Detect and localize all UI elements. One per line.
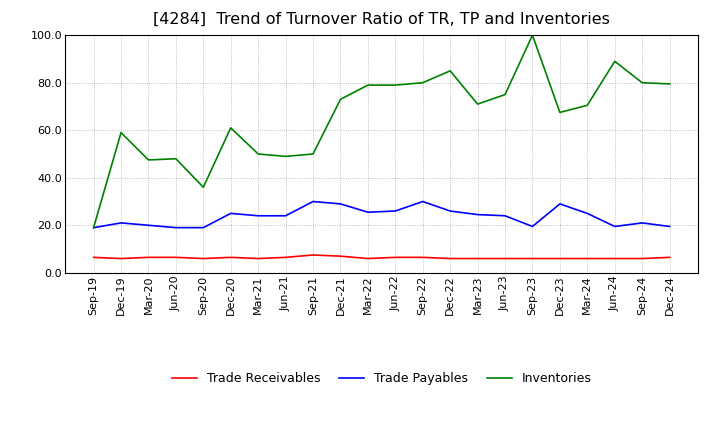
Trade Payables [254, 213, 263, 218]
Trade Payables [391, 209, 400, 214]
Inventories [611, 59, 619, 64]
Trade Payables [473, 212, 482, 217]
Inventories [418, 80, 427, 85]
Trade Payables [336, 201, 345, 206]
Line: Trade Receivables: Trade Receivables [94, 255, 670, 259]
Trade Payables [638, 220, 647, 226]
Trade Receivables [254, 256, 263, 261]
Trade Receivables [500, 256, 509, 261]
Trade Receivables [665, 255, 674, 260]
Trade Receivables [638, 256, 647, 261]
Trade Payables [418, 199, 427, 204]
Inventories [364, 82, 372, 88]
Trade Payables [500, 213, 509, 218]
Trade Receivables [583, 256, 592, 261]
Trade Receivables [336, 253, 345, 259]
Trade Receivables [171, 255, 180, 260]
Trade Receivables [556, 256, 564, 261]
Trade Receivables [611, 256, 619, 261]
Trade Receivables [446, 256, 454, 261]
Inventories [391, 82, 400, 88]
Inventories [117, 130, 125, 135]
Trade Payables [309, 199, 318, 204]
Line: Trade Payables: Trade Payables [94, 202, 670, 227]
Trade Receivables [226, 255, 235, 260]
Trade Receivables [473, 256, 482, 261]
Line: Inventories: Inventories [94, 35, 670, 227]
Trade Payables [528, 224, 537, 229]
Inventories [665, 81, 674, 87]
Inventories [144, 157, 153, 162]
Trade Payables [89, 225, 98, 230]
Trade Payables [144, 223, 153, 228]
Trade Receivables [391, 255, 400, 260]
Title: [4284]  Trend of Turnover Ratio of TR, TP and Inventories: [4284] Trend of Turnover Ratio of TR, TP… [153, 12, 610, 27]
Trade Payables [611, 224, 619, 229]
Inventories [638, 80, 647, 85]
Inventories [226, 125, 235, 131]
Inventories [254, 151, 263, 157]
Inventories [583, 103, 592, 108]
Trade Receivables [89, 255, 98, 260]
Trade Payables [282, 213, 290, 218]
Trade Receivables [199, 256, 207, 261]
Inventories [282, 154, 290, 159]
Trade Payables [226, 211, 235, 216]
Trade Receivables [309, 252, 318, 257]
Inventories [500, 92, 509, 97]
Inventories [446, 68, 454, 73]
Inventories [556, 110, 564, 115]
Inventories [171, 156, 180, 161]
Inventories [309, 151, 318, 157]
Inventories [528, 33, 537, 38]
Inventories [336, 97, 345, 102]
Trade Payables [199, 225, 207, 230]
Trade Payables [583, 211, 592, 216]
Trade Receivables [282, 255, 290, 260]
Trade Receivables [364, 256, 372, 261]
Trade Payables [117, 220, 125, 226]
Trade Payables [556, 201, 564, 206]
Trade Payables [665, 224, 674, 229]
Trade Payables [446, 209, 454, 214]
Trade Receivables [144, 255, 153, 260]
Trade Payables [171, 225, 180, 230]
Trade Payables [364, 209, 372, 215]
Inventories [473, 102, 482, 107]
Legend: Trade Receivables, Trade Payables, Inventories: Trade Receivables, Trade Payables, Inven… [166, 367, 597, 390]
Trade Receivables [418, 255, 427, 260]
Trade Receivables [528, 256, 537, 261]
Inventories [89, 225, 98, 230]
Trade Receivables [117, 256, 125, 261]
Inventories [199, 185, 207, 190]
